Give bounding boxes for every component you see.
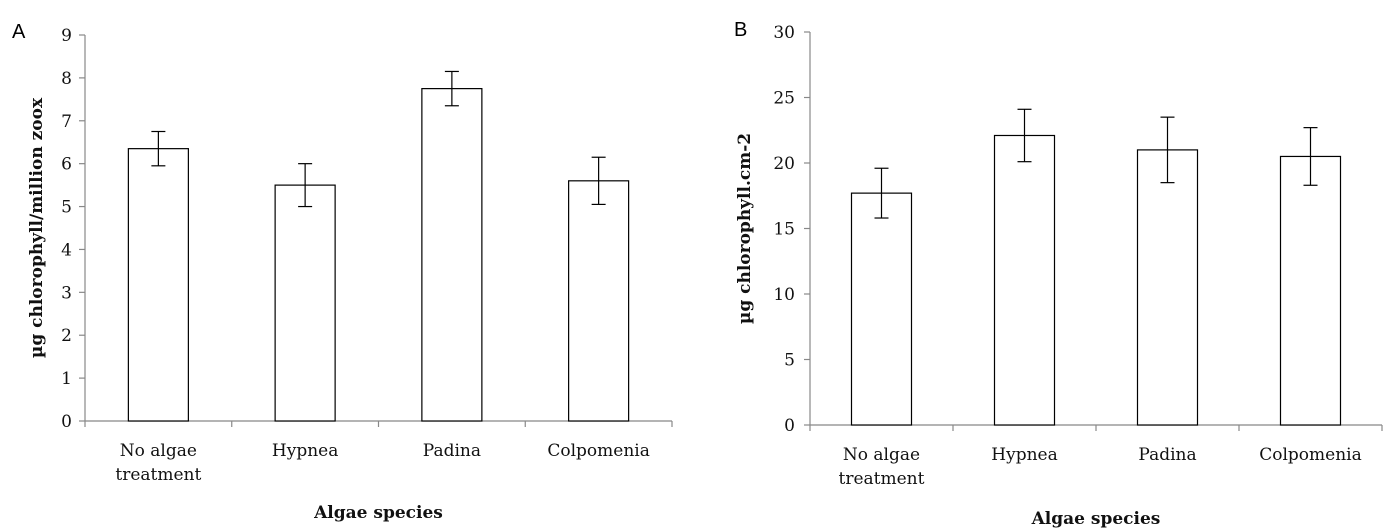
bar [127,148,189,422]
category-label: No algae [843,445,920,465]
category-label: No algae [120,441,197,461]
y-tick-label: 15 [773,220,795,240]
panel-label: A [12,21,26,43]
bar [274,184,336,422]
y-tick-label: 3 [61,283,72,303]
y-axis-title: µg chlorophyll/million zoox [27,97,47,358]
bar [568,180,630,422]
y-tick-label: 5 [61,198,72,218]
x-axis-title: Algae species [1031,509,1161,529]
bar [850,192,913,426]
category-label: Padina [423,441,481,461]
bar [993,134,1056,426]
x-axis-title: Algae species [313,503,443,523]
y-tick-label: 25 [773,89,795,109]
y-tick-label: 9 [61,26,72,46]
bar [421,88,483,422]
y-axis-title: µg chlorophyll.cm-2 [735,133,755,324]
panel-label: B [734,19,747,41]
chart-panel-a: A 0 1 2 3 4 5 6 7 8 9 No algae treatment Hypnea Padina… [12,21,673,523]
bar [1136,149,1199,426]
category-label: Hypnea [991,445,1057,465]
y-tick-label: 20 [773,154,795,174]
y-tick-label: 6 [61,155,72,175]
y-tick-label: 0 [784,416,795,436]
category-label: Colpomenia [1259,445,1362,465]
y-tick-label: 2 [61,326,72,346]
category-label: treatment [115,465,201,485]
y-tick-label: 8 [61,69,72,89]
y-tick-label: 5 [784,351,795,371]
category-label: Padina [1138,445,1196,465]
y-tick-label: 30 [773,23,795,43]
category-label: Colpomenia [547,441,650,461]
y-tick-label: 7 [61,112,72,132]
chart-panel-b: B 0 5 10 15 20 25 30 No algae treatment Hypnea Padi… [734,19,1383,529]
y-tick-label: 0 [61,412,72,432]
y-tick-label: 4 [61,240,72,260]
bar [1279,155,1342,426]
category-label: Hypnea [272,441,338,461]
category-label: treatment [839,469,925,489]
y-tick-label: 1 [61,369,72,389]
y-tick-label: 10 [773,285,795,305]
